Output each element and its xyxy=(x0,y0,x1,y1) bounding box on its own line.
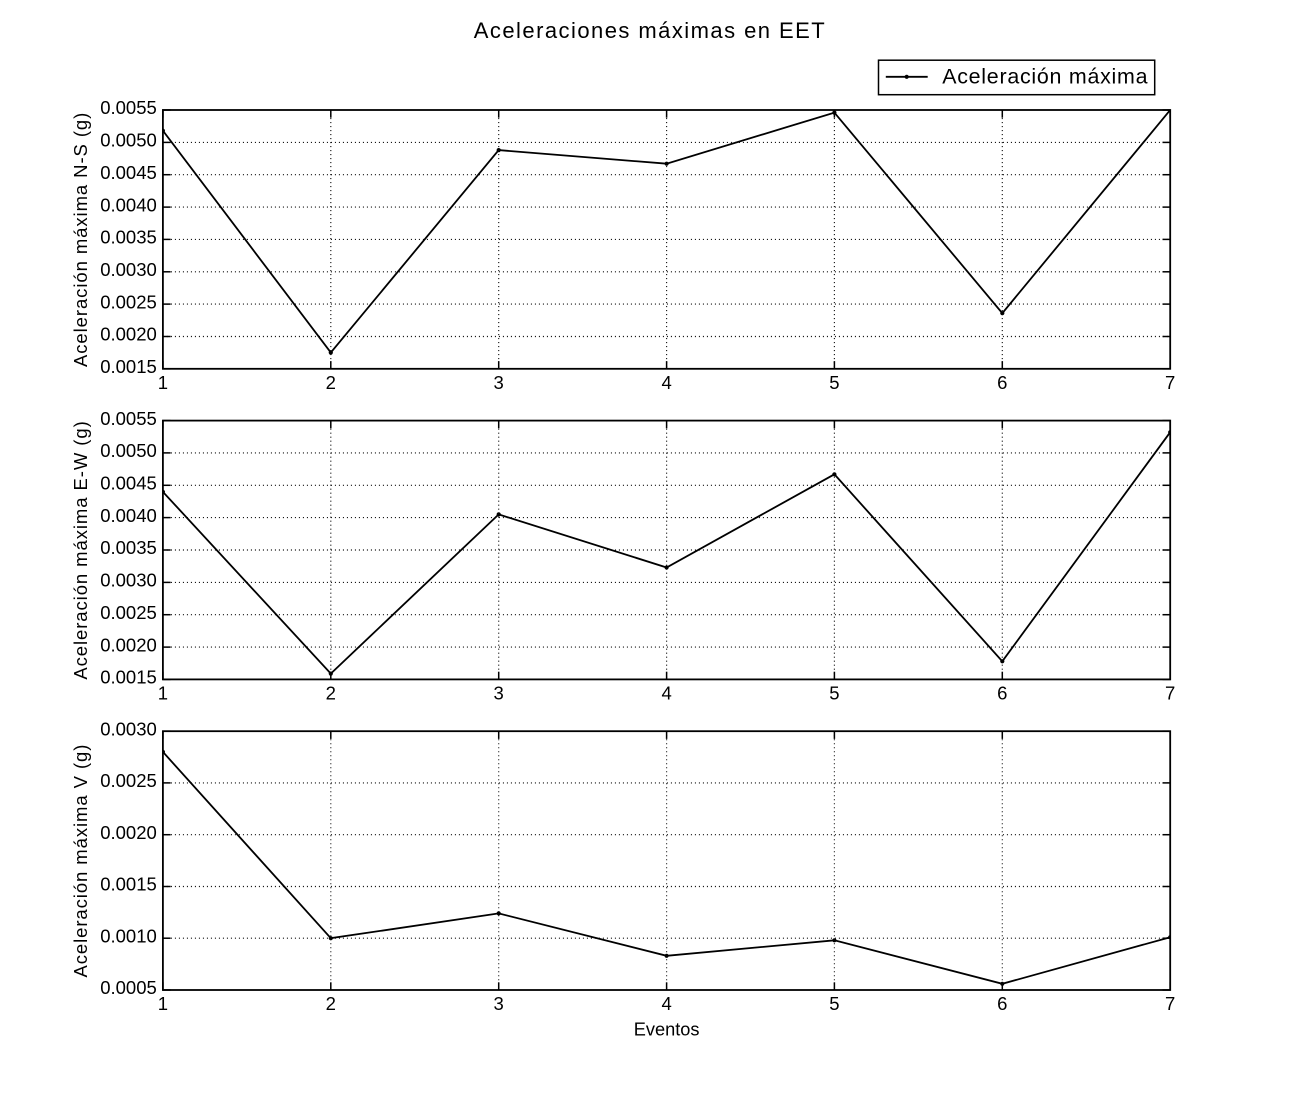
svg-text:Aceleración máxima: Aceleración máxima xyxy=(942,65,1148,89)
svg-text:7: 7 xyxy=(1165,372,1175,393)
svg-text:0.0040: 0.0040 xyxy=(100,505,157,526)
svg-text:0.0030: 0.0030 xyxy=(100,570,157,591)
svg-text:2: 2 xyxy=(326,372,336,393)
svg-text:2: 2 xyxy=(326,682,336,703)
svg-text:Aceleración máxima V (g): Aceleración máxima V (g) xyxy=(70,744,91,978)
svg-text:4: 4 xyxy=(661,372,671,393)
svg-text:0.0025: 0.0025 xyxy=(100,291,157,312)
svg-text:6: 6 xyxy=(997,993,1007,1014)
svg-text:5: 5 xyxy=(829,682,839,703)
svg-text:0.0040: 0.0040 xyxy=(100,194,157,215)
svg-text:7: 7 xyxy=(1165,993,1175,1014)
svg-text:0.0025: 0.0025 xyxy=(100,602,157,623)
svg-text:0.0045: 0.0045 xyxy=(100,162,157,183)
svg-text:0.0035: 0.0035 xyxy=(100,537,157,558)
svg-text:2: 2 xyxy=(326,993,336,1014)
svg-text:Aceleraciones máximas en EET: Aceleraciones máximas en EET xyxy=(474,18,826,43)
svg-text:0.0025: 0.0025 xyxy=(100,770,157,791)
svg-text:0.0020: 0.0020 xyxy=(100,822,157,843)
svg-text:1: 1 xyxy=(158,372,168,393)
svg-text:0.0030: 0.0030 xyxy=(100,259,157,280)
svg-text:0.0035: 0.0035 xyxy=(100,227,157,248)
svg-text:0.0005: 0.0005 xyxy=(100,977,157,998)
svg-text:Aceleración máxima E-W (g): Aceleración máxima E-W (g) xyxy=(70,420,91,679)
svg-text:0.0010: 0.0010 xyxy=(100,925,157,946)
svg-text:3: 3 xyxy=(494,682,504,703)
svg-text:7: 7 xyxy=(1165,682,1175,703)
svg-text:Aceleración máxima N-S (g): Aceleración máxima N-S (g) xyxy=(70,112,91,367)
svg-text:0.0050: 0.0050 xyxy=(100,440,157,461)
svg-text:Eventos: Eventos xyxy=(634,1019,700,1039)
svg-text:3: 3 xyxy=(494,993,504,1014)
svg-text:5: 5 xyxy=(829,372,839,393)
svg-text:0.0015: 0.0015 xyxy=(100,356,157,377)
svg-text:0.0015: 0.0015 xyxy=(100,667,157,688)
svg-text:0.0020: 0.0020 xyxy=(100,634,157,655)
svg-text:0.0020: 0.0020 xyxy=(100,324,157,345)
svg-text:5: 5 xyxy=(829,993,839,1014)
svg-text:0.0050: 0.0050 xyxy=(100,130,157,151)
svg-text:6: 6 xyxy=(997,682,1007,703)
svg-text:4: 4 xyxy=(661,682,671,703)
svg-text:3: 3 xyxy=(494,372,504,393)
svg-text:1: 1 xyxy=(158,682,168,703)
svg-text:0.0055: 0.0055 xyxy=(100,408,157,429)
svg-text:4: 4 xyxy=(661,993,671,1014)
svg-text:0.0045: 0.0045 xyxy=(100,473,157,494)
svg-text:0.0030: 0.0030 xyxy=(100,718,157,739)
svg-text:6: 6 xyxy=(997,372,1007,393)
svg-text:1: 1 xyxy=(158,993,168,1014)
svg-text:0.0055: 0.0055 xyxy=(100,97,157,118)
svg-text:0.0015: 0.0015 xyxy=(100,874,157,895)
